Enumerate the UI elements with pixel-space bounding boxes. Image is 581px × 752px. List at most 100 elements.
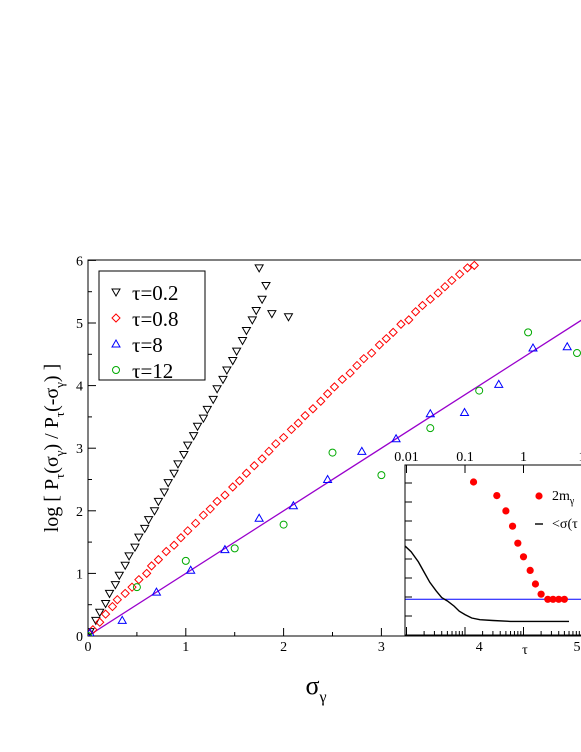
data-point-3 [220, 544, 230, 554]
data-point-3 [88, 627, 95, 636]
data-point-3 [562, 341, 573, 351]
inset-data-point [544, 595, 552, 603]
data-point-4 [573, 349, 581, 358]
x-tick-label: 1 [182, 640, 189, 655]
data-point-2 [257, 454, 267, 464]
data-point-1 [130, 543, 140, 553]
x-tick-label: 4 [476, 640, 483, 655]
legend-label-1: τ=0.2 [132, 281, 179, 305]
data-point-2 [120, 588, 130, 599]
data-point-2 [425, 294, 436, 304]
data-point-4 [132, 583, 141, 592]
data-point-3 [425, 408, 436, 418]
data-point-3 [493, 379, 504, 388]
data-point-2 [440, 281, 450, 292]
data-point-1 [178, 450, 189, 460]
y-tick-label: 1 [76, 567, 83, 582]
inset-chart: 0.01 0.1 1 1 2mγ <σ(τ τ [394, 450, 581, 658]
y-tick-label: 6 [76, 254, 83, 269]
data-point-4 [475, 386, 484, 395]
data-point-2 [469, 260, 480, 271]
inset-series-line [405, 545, 569, 623]
data-point-1 [267, 310, 277, 319]
data-point-2 [286, 424, 297, 435]
data-point-2 [404, 315, 414, 325]
inset-data-point [519, 553, 528, 561]
data-point-2 [410, 307, 421, 317]
data-point-1 [283, 313, 294, 322]
data-point-1 [104, 589, 115, 599]
data-point-2 [433, 288, 443, 298]
data-point-1 [202, 405, 213, 415]
data-point-1 [257, 295, 267, 305]
data-point-4 [230, 544, 239, 553]
data-point-3 [356, 446, 367, 455]
data-point-1 [198, 414, 209, 424]
inset-data-point [502, 507, 510, 515]
data-point-3 [288, 500, 299, 510]
inset-data-point [531, 580, 540, 588]
legend-label-3: τ=8 [132, 333, 163, 357]
data-point-2 [417, 300, 428, 311]
data-point-1 [159, 488, 170, 498]
data-point-3 [151, 587, 162, 596]
data-point-3 [117, 615, 128, 624]
data-point-1 [241, 327, 252, 336]
data-point-2 [205, 504, 215, 514]
data-point-2 [241, 468, 252, 478]
inset-x-tick-label: 0.1 [456, 450, 474, 465]
inset-data-point [560, 595, 568, 603]
legend-label-2: τ=0.8 [132, 307, 179, 331]
inset-data-marks [405, 478, 581, 623]
data-point-1 [192, 422, 203, 432]
legend-label-4: τ=12 [132, 359, 173, 383]
inset-x-tick-label: 1 [579, 450, 581, 465]
data-point-1 [227, 357, 238, 366]
y-axis-label: log [ Pτ(σγ) / Pτ(-σγ) ] [41, 364, 67, 533]
inset-legend-label-2: <σ(τ [552, 517, 578, 532]
data-point-2 [212, 496, 222, 507]
data-point-2 [454, 269, 465, 279]
data-point-2 [249, 461, 259, 471]
data-point-2 [337, 374, 347, 385]
inset-data-point [493, 492, 501, 500]
data-point-1 [100, 599, 111, 609]
legend-symbol-3 [111, 338, 121, 348]
data-point-2 [388, 327, 398, 338]
data-point-2 [278, 432, 289, 443]
data-point-4 [524, 328, 533, 337]
data-point-3 [185, 565, 196, 574]
data-point-1 [212, 385, 222, 394]
data-point-2 [220, 490, 230, 500]
y-tick-label: 4 [76, 380, 83, 395]
data-point-3 [459, 407, 470, 417]
data-point-2 [190, 518, 201, 529]
data-point-2 [381, 333, 391, 344]
data-point-1 [188, 432, 199, 441]
data-point-2 [316, 396, 326, 406]
legend-symbol-2 [111, 313, 121, 323]
x-tick-label: 2 [280, 640, 287, 655]
data-point-1 [139, 524, 150, 534]
data-point-2 [396, 319, 406, 329]
data-point-2 [176, 533, 186, 543]
data-point-2 [322, 389, 333, 399]
data-point-1 [218, 375, 228, 385]
y-tick-label: 0 [76, 630, 83, 645]
data-point-1 [169, 469, 179, 479]
data-point-2 [169, 540, 179, 550]
data-point-1 [208, 395, 219, 405]
data-point-4 [279, 520, 288, 529]
data-point-2 [352, 360, 362, 371]
legend: τ=0.2τ=0.8τ=8τ=12 [98, 270, 206, 383]
inset-data-point [514, 539, 522, 547]
y-tick-label: 2 [76, 505, 83, 520]
data-point-2 [374, 340, 385, 350]
data-point-2 [134, 574, 144, 585]
inset-data-point [526, 566, 534, 575]
data-point-2 [161, 546, 171, 557]
inset-legend-label-1: 2mγ [552, 489, 575, 507]
data-point-2 [462, 263, 473, 273]
inset-frame [404, 464, 581, 636]
